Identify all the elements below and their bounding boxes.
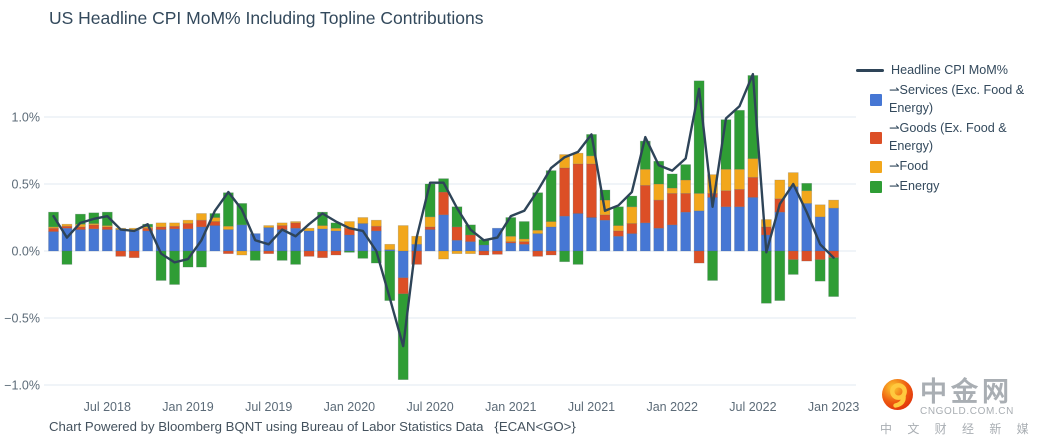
chart-title: US Headline CPI MoM% Including Topline C…	[49, 8, 484, 28]
legend-item-energy[interactable]: ⇀Energy	[856, 178, 1042, 195]
headline-line-swatch	[856, 69, 884, 73]
cngold-logo-icon	[882, 379, 913, 410]
legend-label: ⇀Food	[889, 158, 929, 173]
svg-text:Jul 2018: Jul 2018	[84, 400, 131, 414]
svg-text:1.0%: 1.0%	[12, 111, 41, 125]
svg-text:−1.0%: −1.0%	[4, 379, 40, 393]
svg-text:0.5%: 0.5%	[12, 178, 41, 192]
legend-label: Headline CPI MoM%	[891, 63, 1008, 77]
legend-item-services[interactable]: ⇀Services (Exc. Food & Energy)	[856, 82, 1042, 117]
svg-text:Jul 2021: Jul 2021	[568, 400, 615, 414]
svg-text:Jan 2020: Jan 2020	[324, 400, 375, 414]
legend-item-food[interactable]: ⇀Food	[856, 158, 1042, 175]
legend-label: ⇀Services (Exc. Food & Energy)	[889, 83, 1025, 115]
legend-label: ⇀Goods (Ex. Food & Energy)	[889, 121, 1007, 153]
legend-label: ⇀Energy	[889, 179, 940, 194]
food-swatch	[870, 160, 882, 173]
legend-item-headline[interactable]: Headline CPI MoM%	[856, 62, 1042, 79]
legend: Headline CPI MoM% ⇀Services (Exc. Food &…	[856, 62, 1042, 196]
svg-text:Jul 2020: Jul 2020	[406, 400, 453, 414]
svg-text:Jan 2022: Jan 2022	[646, 400, 697, 414]
svg-text:−0.5%: −0.5%	[4, 312, 40, 326]
watermark-brand: 中金网	[920, 377, 1013, 407]
legend-item-goods[interactable]: ⇀Goods (Ex. Food & Energy)	[856, 120, 1042, 155]
svg-text:Jan 2021: Jan 2021	[485, 400, 536, 414]
svg-text:Jul 2019: Jul 2019	[245, 400, 292, 414]
svg-text:Jan 2023: Jan 2023	[808, 400, 859, 414]
attribution-text: Chart Powered by Bloomberg BQNT using Bu…	[49, 419, 576, 434]
cngold-watermark: 中金网 CNGOLD.COM.CN 中 文 财 经 新 媒 体	[880, 377, 1044, 437]
energy-swatch	[870, 180, 882, 193]
watermark-domain: CNGOLD.COM.CN	[920, 406, 1014, 418]
svg-text:Jul 2022: Jul 2022	[729, 400, 776, 414]
services-swatch	[870, 93, 882, 106]
watermark-tagline: 中 文 财 经 新 媒 体	[880, 422, 1044, 437]
svg-text:0.0%: 0.0%	[12, 245, 41, 259]
goods-swatch	[870, 131, 882, 144]
svg-text:Jan 2019: Jan 2019	[162, 400, 213, 414]
